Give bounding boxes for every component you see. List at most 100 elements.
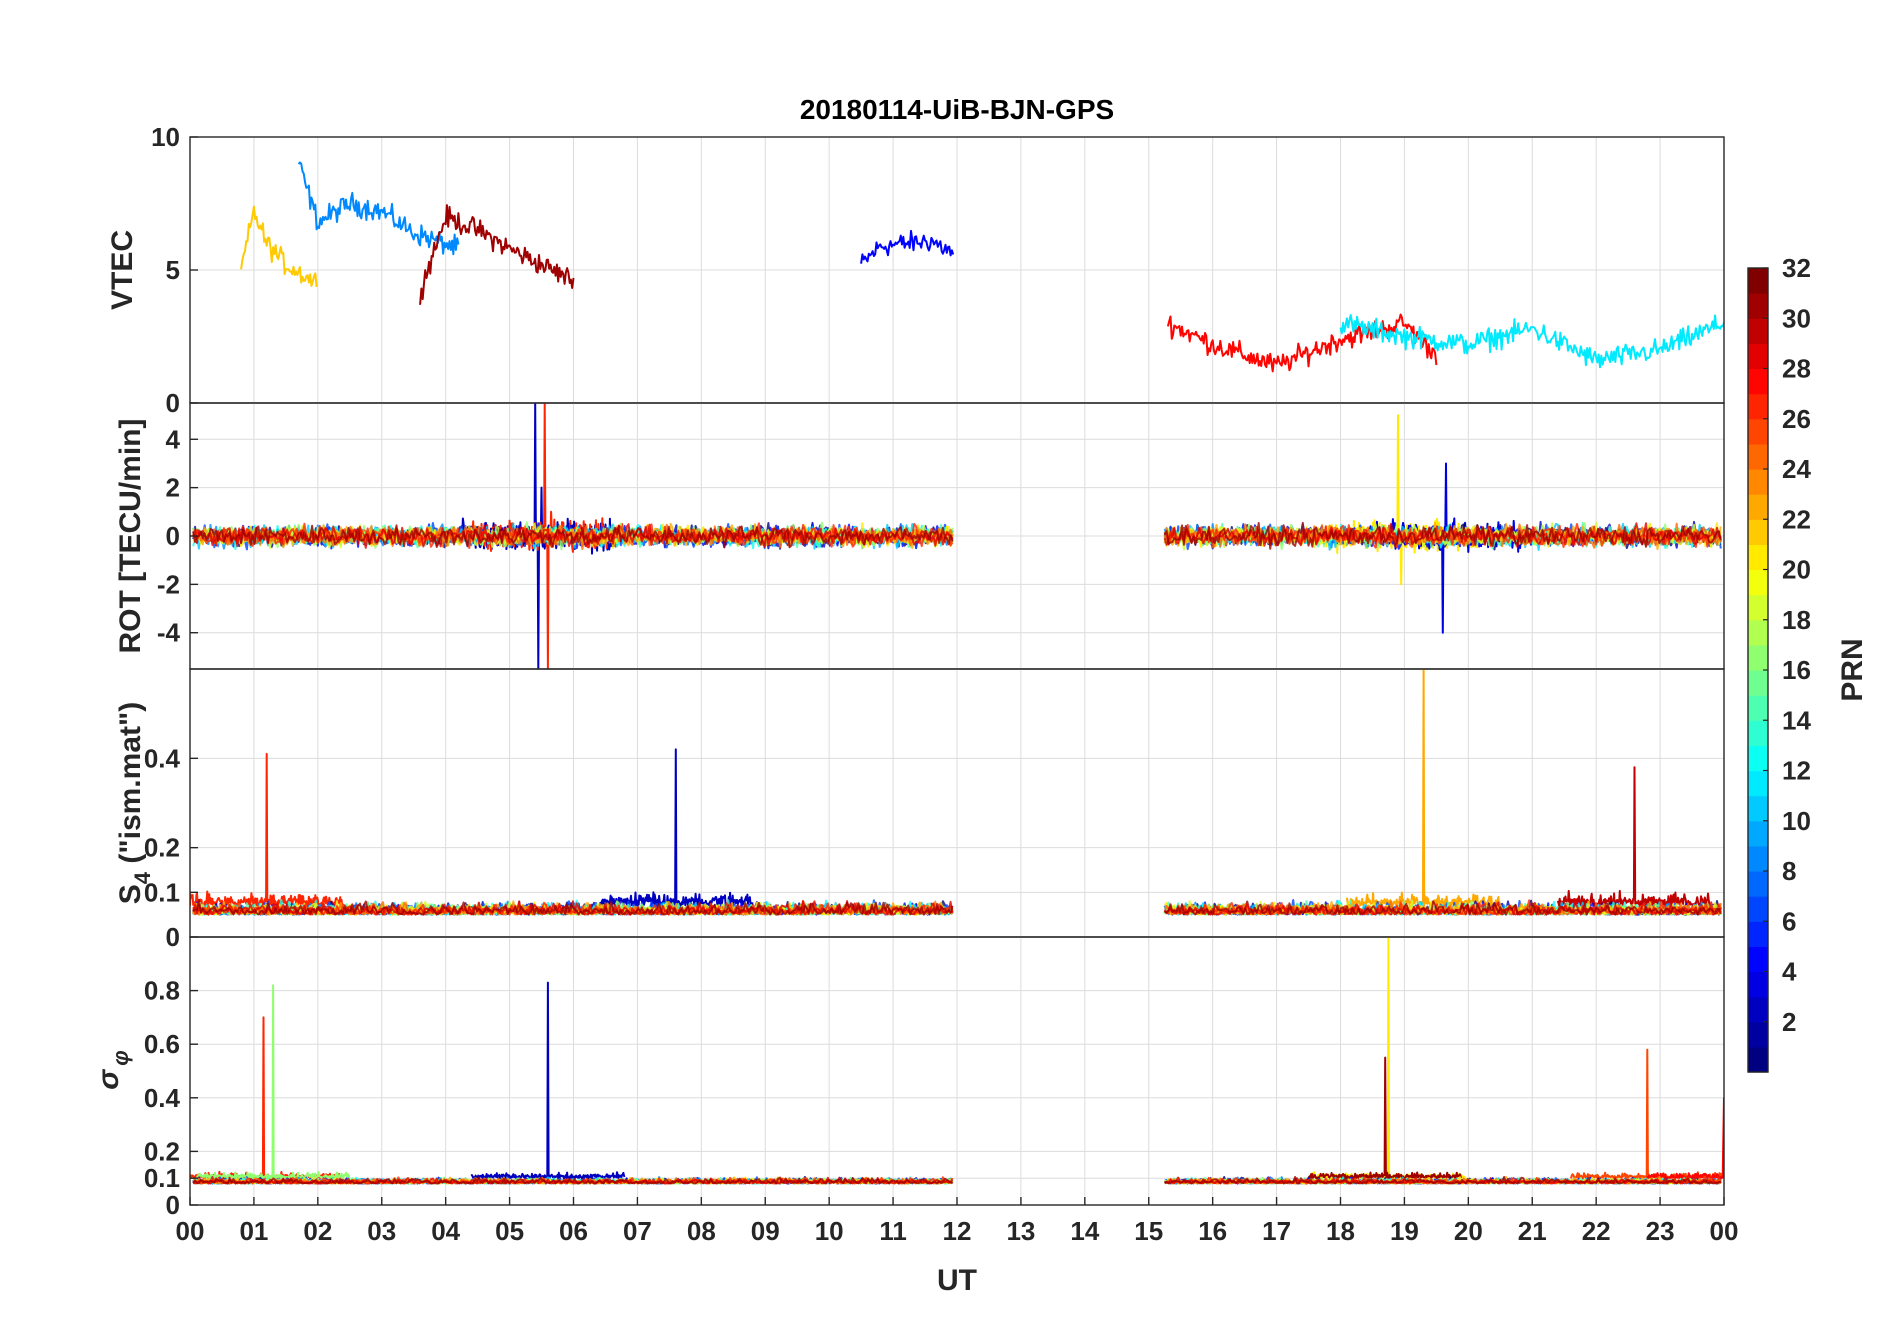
rot-trace-prn-4: [1368, 462, 1523, 634]
s4-y-label-sub: 4: [130, 871, 155, 884]
vtec-y-ticks: 0 5 10: [151, 122, 198, 418]
x-tick-label: 18: [1326, 1216, 1355, 1246]
vtec-y-label: VTEC: [106, 230, 139, 310]
colorbar-step-prn-2: [1748, 1021, 1768, 1048]
x-axis-label: UT: [937, 1264, 977, 1297]
colorbar-step-prn-19: [1748, 594, 1768, 621]
rot-y-tick-label: 4: [166, 424, 181, 454]
x-tick-label: 02: [303, 1216, 332, 1246]
colorbar-tick-label: 8: [1782, 856, 1796, 886]
vtec-trace-prn-9: [297, 161, 460, 256]
rot-bg-trace: [192, 524, 954, 549]
colorbar-step-prn-29: [1748, 343, 1768, 370]
sigma-phi-y-label: σφ: [92, 1050, 133, 1089]
colorbar-step-prn-24: [1748, 469, 1768, 495]
s4-bg-trace: [1164, 900, 1722, 916]
colorbar-step-prn-14: [1748, 720, 1768, 746]
sigma-phi-trace-prn-28: [1646, 1097, 1724, 1180]
s4-y-label-main: S: [114, 884, 147, 904]
x-tick-label: 14: [1070, 1216, 1099, 1246]
rot-panel: -4 -2 0 2 4 ROT [TECU/min]: [114, 402, 1725, 670]
rot-y-ticks: -4 -2 0 2 4: [157, 424, 198, 648]
colorbar-step-prn-18: [1748, 619, 1768, 646]
s4-trace-prn-23: [1345, 669, 1501, 907]
rot-y-label: ROT [TECU/min]: [114, 419, 147, 654]
x-tick-label: 16: [1198, 1216, 1227, 1246]
chart-title: 20180114-UiB-BJN-GPS: [800, 94, 1114, 125]
rot-y-tick-label: 0: [166, 521, 180, 551]
vtec-panel: 0 5 10 VTEC: [106, 122, 1725, 418]
colorbar-step-prn-21: [1748, 544, 1768, 571]
x-tick-label: 13: [1006, 1216, 1035, 1246]
x-tick-label: 17: [1262, 1216, 1291, 1246]
rot-bg-trace: [192, 523, 954, 549]
colorbar-tick-label: 10: [1782, 806, 1811, 836]
colorbar-step-prn-17: [1748, 644, 1768, 671]
sigma-phi-y-ticks: 00.10.2 0.4 0.6 0.8: [144, 976, 198, 1220]
colorbar-step-prn-11: [1748, 795, 1768, 822]
sigma-phi-bg-trace: [1164, 1176, 1722, 1185]
x-tick-label: 19: [1390, 1216, 1419, 1246]
colorbar-tick-label: 28: [1782, 354, 1811, 384]
rot-bg-trace: [1163, 521, 1722, 550]
sigma-phi-trace-prn-26: [1569, 1048, 1724, 1180]
x-tick-label: 15: [1134, 1216, 1163, 1246]
s4-bg-trace: [192, 898, 954, 916]
s4-y-tick-label: 0.2: [144, 833, 180, 863]
vtec-y-tick-label: 5: [166, 255, 180, 285]
colorbar-step-prn-7: [1748, 896, 1768, 922]
colorbar-tick-label: 2: [1782, 1007, 1796, 1037]
x-tick-label: 05: [495, 1216, 524, 1246]
x-tick-label: 07: [623, 1216, 652, 1246]
colorbar-step-prn-1: [1748, 1046, 1768, 1073]
colorbar-steps: [1748, 268, 1768, 1073]
vtec-grid: [190, 137, 1724, 403]
x-tick-label: 22: [1582, 1216, 1611, 1246]
x-tick-label: 12: [943, 1216, 972, 1246]
rot-traces: [192, 403, 1722, 669]
sigma-phi-bg-trace: [192, 1176, 953, 1185]
colorbar-tick-label: 12: [1782, 756, 1811, 786]
colorbar-tick-label: 4: [1782, 957, 1797, 987]
sigma-phi-y-tick-label: 0.6: [144, 1029, 180, 1059]
vtec-traces: [240, 161, 1724, 373]
colorbar-step-prn-30: [1748, 318, 1768, 344]
s4-y-tick-label: 0.4: [144, 743, 181, 773]
sigma-phi-y-tick-label: 0.8: [144, 976, 180, 1006]
x-tick-label: 10: [815, 1216, 844, 1246]
vtec-y-tick-label: 10: [151, 122, 180, 152]
s4-y-label-tail: ("ism.mat"): [114, 702, 147, 872]
colorbar-tick-label: 24: [1782, 454, 1811, 484]
x-tick-label: 06: [559, 1216, 588, 1246]
x-tick-label: 20: [1454, 1216, 1483, 1246]
colorbar-tick-label: 22: [1782, 504, 1811, 534]
colorbar-step-prn-8: [1748, 871, 1768, 897]
s4-y-tick-label: 0.1: [144, 877, 180, 907]
colorbar-step-prn-6: [1748, 921, 1768, 947]
colorbar-step-prn-22: [1748, 519, 1768, 545]
sigma-phi-panel: 00.10.2 0.4 0.6 0.8 σφ: [92, 936, 1725, 1220]
sigma-phi-trace-prn-17: [196, 984, 351, 1180]
vtec-trace-prn-28: [1166, 313, 1438, 373]
sigma-phi-y-tick-label: 0.1: [144, 1163, 180, 1193]
x-tick-label: 11: [879, 1216, 907, 1246]
s4-trace-prn-3: [598, 748, 754, 907]
colorbar-step-prn-9: [1748, 845, 1768, 872]
x-tick-label: 01: [239, 1216, 268, 1246]
s4-grid: [190, 669, 1724, 937]
s4-panel: 0 0.1 0.2 0.4 S4 ("ism.mat"): [114, 668, 1725, 952]
colorbar-step-prn-15: [1748, 695, 1768, 721]
sigma-phi-y-label-sub: φ: [108, 1050, 133, 1065]
sigma-phi-trace-prn-21: [1311, 937, 1466, 1180]
colorbar-step-prn-20: [1748, 569, 1768, 596]
x-tick-label: 08: [687, 1216, 716, 1246]
colorbar-step-prn-5: [1748, 946, 1768, 973]
colorbar-step-prn-32: [1748, 268, 1768, 294]
vtec-trace-prn-5: [860, 229, 955, 264]
x-tick-label: 03: [367, 1216, 396, 1246]
colorbar-step-prn-3: [1748, 996, 1768, 1023]
sigma-phi-y-tick-label: 0.2: [144, 1136, 180, 1166]
vtec-trace-prn-12: [1339, 314, 1724, 369]
